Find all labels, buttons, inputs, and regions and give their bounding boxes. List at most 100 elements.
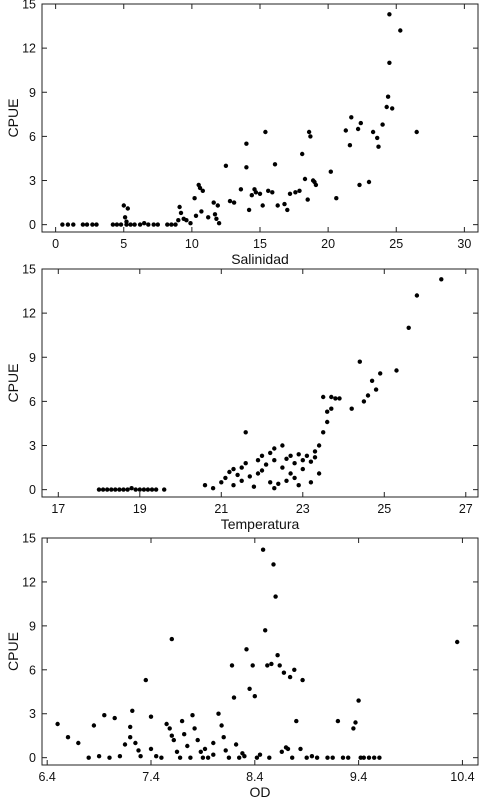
data-point xyxy=(275,203,280,208)
data-point xyxy=(269,661,274,667)
data-point xyxy=(398,28,403,33)
x-tick-label: 25 xyxy=(377,502,391,516)
data-point xyxy=(296,483,301,488)
data-point xyxy=(239,478,244,483)
data-point xyxy=(212,212,218,217)
data-point xyxy=(244,165,249,170)
plot-frame xyxy=(41,268,479,498)
data-point xyxy=(255,458,261,463)
data-point xyxy=(321,394,326,400)
data-point xyxy=(288,471,293,476)
data-point xyxy=(297,188,302,193)
data-point xyxy=(252,694,257,699)
data-point xyxy=(253,190,259,195)
data-point xyxy=(199,209,204,214)
data-point xyxy=(133,740,138,746)
data-point xyxy=(272,446,277,451)
data-point xyxy=(370,129,376,135)
data-point xyxy=(377,755,382,760)
data-point xyxy=(329,406,334,411)
data-point xyxy=(287,191,293,196)
x-axis-ticks: 17 19 21 23 25 27 xyxy=(51,269,473,516)
data-point xyxy=(306,129,312,135)
x-tick-label: 23 xyxy=(296,502,310,516)
data-point xyxy=(346,755,351,760)
data-point xyxy=(313,182,319,188)
data-points xyxy=(55,547,460,760)
data-point xyxy=(198,749,203,754)
data-point xyxy=(100,487,106,492)
data-point xyxy=(321,430,326,435)
data-point xyxy=(263,462,269,467)
data-point xyxy=(128,724,133,730)
data-point xyxy=(255,471,261,476)
data-point xyxy=(235,472,240,478)
data-point xyxy=(314,755,320,760)
data-point xyxy=(171,737,176,743)
y-tick-label: 3 xyxy=(29,707,36,721)
data-point xyxy=(165,222,170,227)
data-point xyxy=(107,755,112,760)
data-point xyxy=(369,378,375,383)
y-axis-ticks: 0 3 6 9 12 15 xyxy=(22,532,478,765)
data-point xyxy=(142,221,147,226)
data-point xyxy=(149,487,155,492)
data-point xyxy=(358,120,363,126)
data-point xyxy=(270,190,275,195)
y-tick-label: 12 xyxy=(22,42,36,56)
data-point xyxy=(316,471,322,476)
data-point xyxy=(328,169,333,174)
data-points xyxy=(96,277,444,492)
y-tick-label: 0 xyxy=(29,218,36,232)
y-tick-label: 9 xyxy=(29,351,36,365)
y-tick-label: 6 xyxy=(29,663,36,677)
data-point xyxy=(305,197,310,202)
data-point xyxy=(308,480,314,485)
data-point xyxy=(414,129,419,135)
data-point xyxy=(202,483,208,488)
data-point xyxy=(162,487,167,492)
data-point xyxy=(353,720,358,725)
data-point xyxy=(358,755,363,760)
plot-frame xyxy=(41,537,479,766)
data-point xyxy=(247,686,252,691)
data-point xyxy=(105,487,110,492)
data-point xyxy=(117,754,123,759)
data-point xyxy=(169,636,174,642)
data-point xyxy=(276,481,281,486)
y-axis-ticks: 0 3 6 9 12 15 xyxy=(22,0,478,232)
data-point xyxy=(351,726,356,731)
data-point xyxy=(94,222,99,227)
data-point xyxy=(243,461,248,466)
data-point xyxy=(188,755,193,760)
data-point xyxy=(154,754,159,759)
data-point xyxy=(121,203,127,208)
data-point xyxy=(112,715,117,721)
data-point xyxy=(279,749,284,754)
data-point xyxy=(223,748,228,753)
data-point xyxy=(290,755,295,760)
data-point xyxy=(340,755,346,760)
data-point xyxy=(146,222,151,227)
data-point xyxy=(190,713,195,718)
data-point xyxy=(280,465,285,470)
data-point xyxy=(141,487,147,492)
data-point xyxy=(200,188,205,193)
data-point xyxy=(233,742,239,747)
data-point xyxy=(267,755,272,760)
data-point xyxy=(372,755,377,760)
data-point xyxy=(174,749,180,754)
x-axis-ticks: 0 5 10 15 20 25 30 xyxy=(52,4,471,251)
data-point xyxy=(192,726,197,731)
data-point xyxy=(349,115,354,120)
data-point xyxy=(387,60,392,65)
data-point xyxy=(300,151,305,157)
data-point xyxy=(137,487,142,492)
data-point xyxy=(312,455,318,460)
y-tick-label: 6 xyxy=(29,130,36,144)
data-point xyxy=(251,484,257,489)
data-point xyxy=(296,452,301,457)
data-point xyxy=(177,204,182,210)
data-point xyxy=(355,126,361,132)
data-point xyxy=(117,487,122,492)
